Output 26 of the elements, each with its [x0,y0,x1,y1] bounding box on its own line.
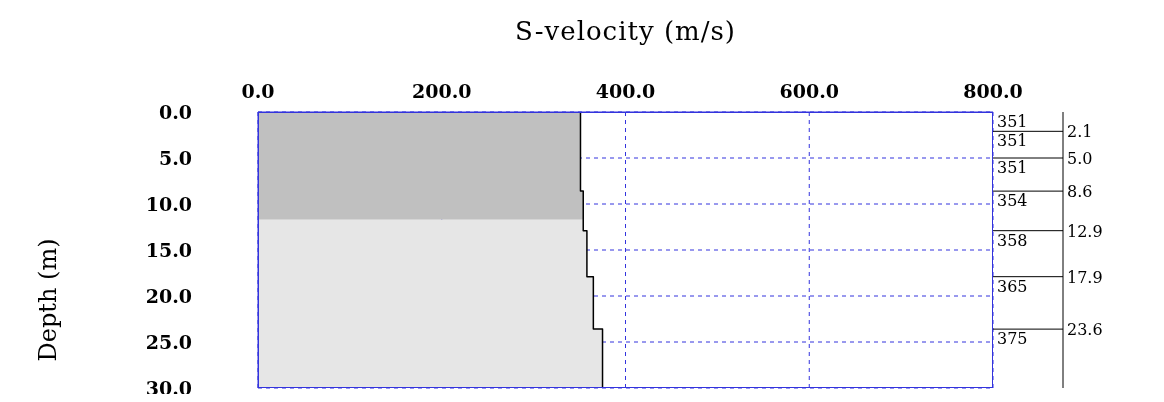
x-tick-label: 800.0 [963,80,1023,102]
y2-tick-label: 12.9 [1067,221,1103,241]
y2-tick-label: 5.0 [1067,149,1093,168]
y2-tick-label: 17.9 [1067,267,1103,287]
y-tick-label: 20.0 [145,285,192,307]
y-tick-label: 0.0 [158,101,192,123]
x-tick-label: 600.0 [779,80,839,102]
y2-tick-label: 2.1 [1067,122,1093,142]
text: 351 [997,158,1028,177]
text: 351 [997,112,1028,131]
y-tick-label: 25.0 [145,331,192,353]
x-tick-label: 400.0 [595,80,656,102]
y-tick-label: 15.0 [145,239,192,261]
text: 354 [997,191,1028,211]
x-tick-label: 200.0 [412,80,472,102]
y-axis-title: Depth (m) [34,238,62,362]
text: 365 [997,276,1028,296]
y-tick-label: 10.0 [145,193,192,215]
x-axis-title: S-velocity (m/s) [514,16,737,46]
text: 358 [997,230,1028,250]
y-tick-label: 5.0 [158,147,192,169]
x-tick-label: 0.0 [241,80,275,102]
text: 351 [997,131,1028,151]
text: 375 [997,329,1028,349]
y2-tick-label: 23.6 [1067,320,1103,340]
y2-tick-label: 8.6 [1067,182,1093,202]
